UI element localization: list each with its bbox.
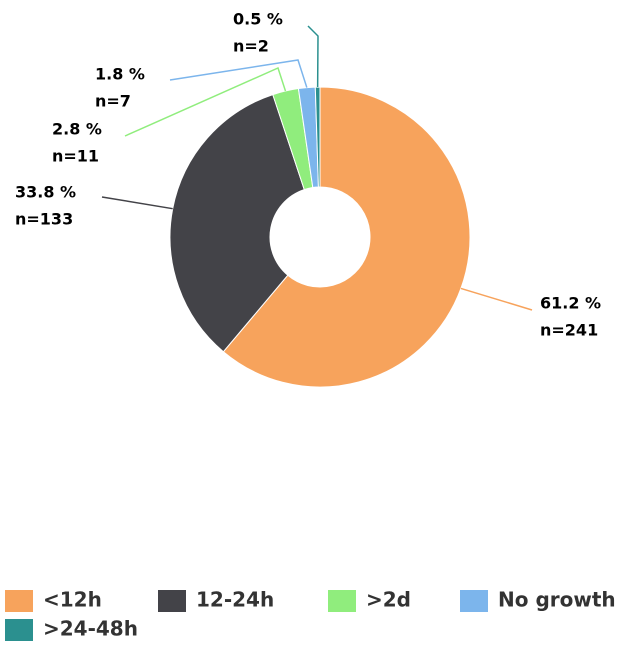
legend-swatch[interactable]: [5, 619, 33, 641]
data-label: 33.8 %: [15, 183, 76, 202]
legend-swatch[interactable]: [328, 590, 356, 612]
legend-swatch[interactable]: [158, 590, 186, 612]
leader-line: [169, 59, 308, 88]
legend-label[interactable]: 12-24h: [196, 588, 274, 612]
count-label: n=11: [52, 147, 99, 166]
legend-swatch[interactable]: [5, 590, 33, 612]
slice: [169, 93, 305, 353]
leader-line: [124, 66, 287, 137]
count-label: n=133: [15, 210, 73, 229]
slice: [222, 86, 471, 388]
data-label: 2.8 %: [52, 120, 102, 139]
data-label: 0.5 %: [233, 10, 283, 29]
leader-line: [460, 287, 533, 311]
leader-line: [307, 25, 319, 88]
leader-line: [101, 196, 173, 210]
data-label: 61.2 %: [540, 294, 601, 313]
legend-label[interactable]: >2d: [366, 588, 411, 612]
legend-label[interactable]: >24-48h: [43, 617, 138, 641]
count-label: n=2: [233, 37, 269, 56]
slice: [314, 86, 321, 188]
data-label: 1.8 %: [95, 65, 145, 84]
legend-swatch[interactable]: [460, 590, 488, 612]
count-label: n=7: [95, 92, 131, 111]
legend-label[interactable]: <12h: [43, 588, 102, 612]
legend-label[interactable]: No growth: [498, 588, 616, 612]
count-label: n=241: [540, 321, 598, 340]
